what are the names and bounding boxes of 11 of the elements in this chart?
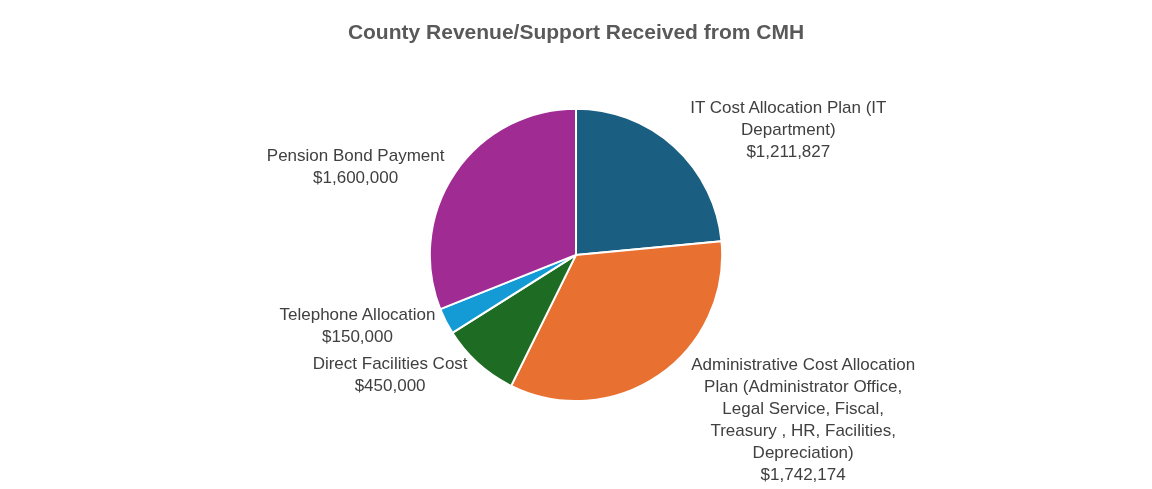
slice-label: Telephone Allocation <box>279 304 436 324</box>
slice-label: IT Cost Allocation Plan (IT Department) <box>690 97 887 140</box>
data-label: $1,600,000 <box>313 167 399 187</box>
chart-title: County Revenue/Support Received from CMH <box>347 20 805 44</box>
slice-label: Direct Facilities Cost <box>312 354 468 374</box>
data-label: $1,742,174 <box>760 465 846 485</box>
slice-label: Pension Bond Payment <box>266 145 445 165</box>
data-label: $450,000 <box>354 376 426 396</box>
data-label: $1,211,827 <box>746 142 831 162</box>
slice-label: Administrative Cost Allocation Plan (Administrator Office, Legal Service, Fiscal, Treasury , HR, Facilities, Depreciation) <box>691 354 916 462</box>
data-label: $150,000 <box>322 327 393 347</box>
